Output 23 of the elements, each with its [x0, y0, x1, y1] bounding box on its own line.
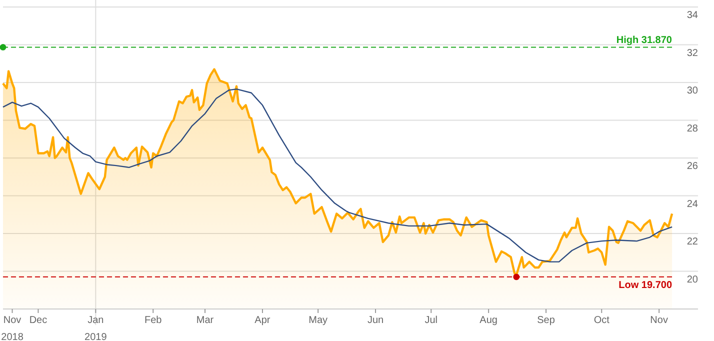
- y-tick-label: 32: [686, 48, 698, 59]
- x-tick-label: Aug: [480, 315, 498, 326]
- y-tick-label: 24: [686, 198, 698, 210]
- x-tick-label: Dec: [29, 315, 48, 326]
- y-tick-label: 20: [686, 274, 698, 286]
- x-tick-label: Feb: [144, 315, 162, 326]
- x-tick-label: Jul: [424, 315, 438, 326]
- y-tick-label: 28: [686, 123, 698, 134]
- x-tick-label: Sep: [537, 315, 556, 326]
- x-tick-label: Mar: [196, 315, 214, 326]
- x-tick-label: Jun: [367, 315, 384, 326]
- x-tick-label: Apr: [254, 315, 271, 326]
- y-tick-label: 34: [686, 10, 698, 21]
- ref-line-label: Low 19.700: [618, 280, 672, 291]
- ref-line-label: High 31.870: [616, 35, 672, 46]
- y-tick-label: 26: [686, 161, 698, 172]
- x-tick-label: Nov: [650, 315, 668, 326]
- x-tick-label: Oct: [594, 315, 610, 326]
- x-tick-label: May: [308, 315, 328, 326]
- x-tick-label: Jan 2019: [84, 315, 108, 341]
- x-tick-label: Nov 2018: [1, 315, 24, 341]
- y-tick-label: 22: [686, 236, 698, 248]
- y-tick-label: 30: [686, 86, 698, 96]
